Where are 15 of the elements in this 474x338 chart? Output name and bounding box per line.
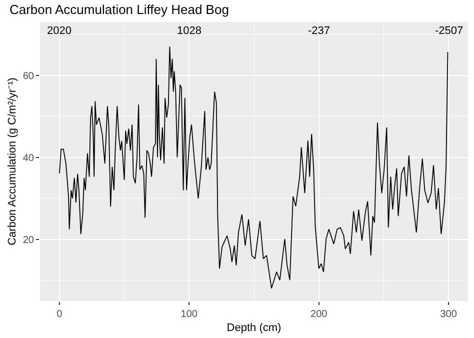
- annotation: -2507: [435, 25, 464, 37]
- y-axis-title: Carbon Accumulation (g C/m²/yr⁻¹): [6, 78, 19, 246]
- x-axis-title: Depth (cm): [226, 322, 282, 334]
- x-tick-label: 100: [180, 309, 198, 320]
- line-series: [59, 46, 448, 289]
- y-tick-label: 20: [22, 234, 34, 246]
- annotation: 2020: [47, 25, 72, 37]
- annotation: -237: [308, 25, 330, 37]
- y-tick-label: 40: [22, 152, 34, 164]
- x-tick-label: 0: [56, 309, 63, 320]
- x-tick-label: 200: [310, 309, 328, 320]
- annotation: 1028: [177, 25, 202, 37]
- y-tick-label: 60: [22, 70, 34, 82]
- chart-title: Carbon Accumulation Liffey Head Bog: [9, 2, 229, 18]
- x-tick-label: 300: [440, 309, 458, 320]
